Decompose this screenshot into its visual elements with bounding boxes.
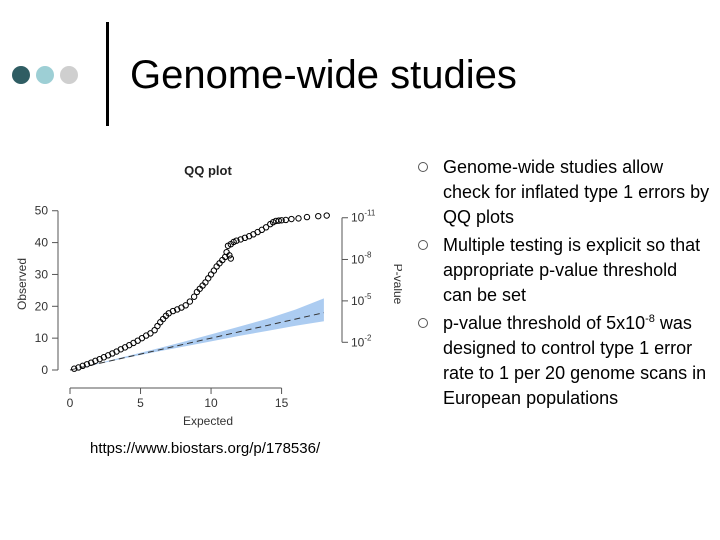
data-point [295,215,302,222]
data-point [303,213,311,221]
data-point [190,293,198,300]
y2-tick-label: 10-8 [351,250,372,266]
data-point [182,302,189,309]
y-axis-label: Observed [15,258,29,310]
data-point [92,357,99,364]
title-decoration-dots [12,66,102,86]
bullet-text: Genome-wide studies allow check for infl… [443,157,710,227]
y-tick-label: 50 [35,204,49,218]
bullet-text: p-value threshold of 5x10-8 was designed… [443,313,706,408]
y2-tick-label: 10-11 [351,209,376,225]
decoration-dot-dark [12,66,30,84]
bullet-text-part: p-value threshold of 5x10 [443,313,646,333]
data-point [226,252,233,259]
data-point [83,361,91,368]
image-credit: https://www.biostars.org/p/178536/ [90,440,321,457]
y2-tick-label: 10-2 [351,333,372,349]
data-point [288,215,295,223]
x-tick-label: 5 [137,396,144,410]
data-point [154,322,161,330]
y-tick-label: 30 [35,267,49,281]
data-point [169,307,177,315]
y-tick-label: 0 [41,363,48,377]
x-tick-label: 10 [204,396,218,410]
y2-tick-exponent: -2 [364,333,372,342]
y2-axis-label: P-value [391,264,402,305]
data-point [315,212,322,220]
bullet-item: Multiple testing is explicit so that app… [418,233,710,308]
y-tick-label: 20 [35,299,49,313]
y2-tick-exponent: -8 [364,250,372,259]
y-tick-label: 10 [35,331,49,345]
bullet-item: p-value threshold of 5x10-8 was designed… [418,311,710,411]
y2-tick-exponent: -5 [364,292,372,301]
y2-tick-exponent: -11 [364,209,376,218]
title-divider [106,22,109,126]
data-point [323,212,330,219]
reference-line [69,312,325,371]
bullet-text: Multiple testing is explicit so that app… [443,235,701,305]
data-point [79,362,86,370]
data-point [205,275,212,282]
bullet-marker-icon [418,318,428,328]
y2-tick-label: 10-5 [351,292,372,308]
bullet-exponent: -8 [645,313,655,325]
data-point [207,271,215,278]
slide-title: Genome-wide studies [130,53,517,97]
bullet-item: Genome-wide studies allow check for infl… [418,155,710,230]
y-tick-label: 40 [35,236,49,250]
bullet-marker-icon [418,162,428,172]
qq-plot-figure: QQ plot 0 5 10 15 0 10 20 30 40 50 10-11 10-8 10-5 10-… [15,163,402,428]
decoration-dot-gray [60,66,78,84]
bullet-text-part: was designed to control type 1 error rat… [443,313,707,408]
data-point [237,236,244,243]
decoration-dot-light-teal [36,66,54,84]
data-point [275,217,282,224]
data-point [241,234,249,242]
data-point [71,365,78,372]
x-tick-label: 15 [275,396,289,410]
data-point [227,255,235,262]
chart-title: QQ plot [184,163,232,178]
data-point [278,217,285,224]
data-point [147,330,154,337]
data-point [233,237,240,244]
bullet-list: Genome-wide studies allow check for infl… [418,155,710,411]
x-axis-label: Expected [183,414,233,428]
data-point [186,298,194,305]
confidence-band [70,298,324,370]
data-point [262,224,270,231]
x-tick-label: 0 [67,396,74,410]
data-point [75,364,82,371]
bullet-marker-icon [418,240,428,250]
